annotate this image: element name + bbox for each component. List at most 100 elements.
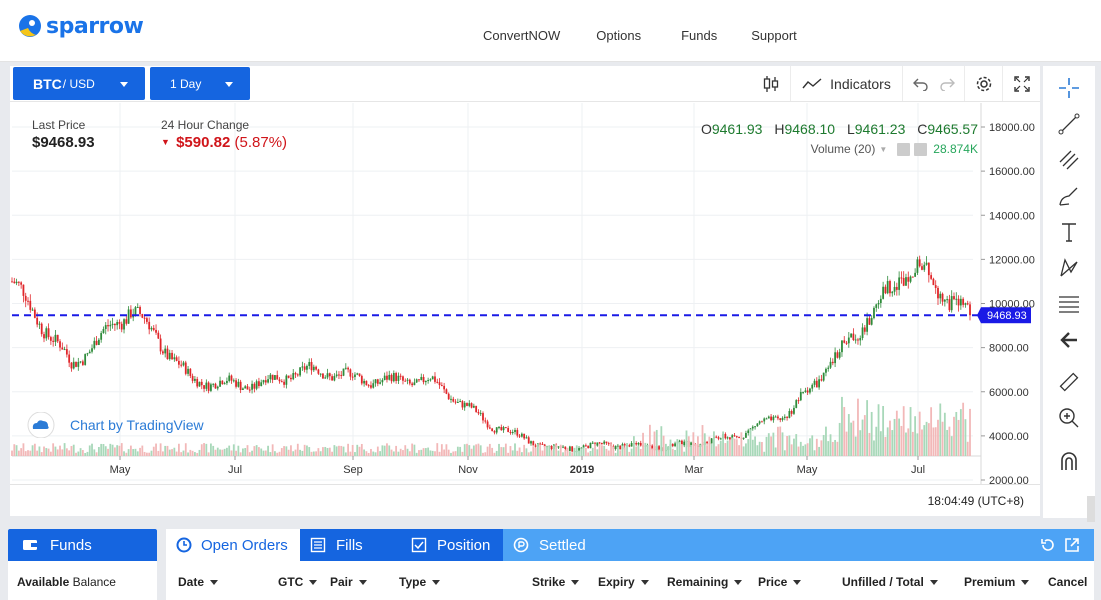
volume-bar <box>210 443 212 456</box>
popout-icon[interactable] <box>1064 537 1080 553</box>
volume-bar <box>843 407 846 456</box>
candle-body <box>374 379 377 384</box>
candle-body <box>354 374 356 378</box>
brand-logo[interactable]: sparrow <box>16 8 144 44</box>
candle-body <box>852 333 855 341</box>
nav-funds[interactable]: Funds <box>681 28 718 43</box>
indicators-button[interactable]: Indicators <box>790 66 902 101</box>
ruler-icon <box>1059 372 1079 392</box>
back-tool[interactable] <box>1043 322 1095 358</box>
fullscreen-button[interactable] <box>1002 66 1040 101</box>
candle-body <box>959 298 962 306</box>
toolbar-collapse-tab[interactable] <box>1087 496 1095 522</box>
volume-bar <box>777 426 779 456</box>
crosshair-tool[interactable] <box>1043 70 1095 106</box>
interval-selector[interactable]: 1 Day <box>150 67 250 100</box>
volume-bar <box>141 445 144 456</box>
candle-body <box>52 340 55 342</box>
col-gtc[interactable]: GTC <box>278 575 318 589</box>
candle-body <box>479 413 482 415</box>
tab-open-orders[interactable]: Open Orders <box>166 529 300 561</box>
settings-button[interactable] <box>964 66 1002 101</box>
pitchfork-tool[interactable] <box>1043 142 1095 178</box>
volume-bar <box>347 443 350 456</box>
candle-body <box>754 426 756 428</box>
sort-icon <box>571 579 580 585</box>
volume-bar <box>953 416 955 456</box>
close-icon[interactable] <box>914 142 928 156</box>
volume-bar <box>429 450 432 456</box>
volume-bar <box>436 443 439 456</box>
col-price[interactable]: Price <box>758 575 802 589</box>
nav-options[interactable]: Options <box>596 28 642 43</box>
volume-bar <box>219 449 221 456</box>
price-chart[interactable]: 9468.93 18000.00 16000.00 14000.00 12000.00 1… <box>10 103 1040 484</box>
col-pair[interactable]: Pair <box>330 575 367 589</box>
toolbar-right: Indicators <box>752 66 1040 101</box>
volume-bar <box>47 448 50 456</box>
candle-body <box>344 367 347 369</box>
col-expiry[interactable]: Expiry <box>598 575 649 589</box>
candle-body <box>166 348 169 360</box>
col-date[interactable]: Date <box>178 575 219 589</box>
nav-convertnow[interactable]: ConvertNOW <box>483 28 561 43</box>
zoom-tool[interactable] <box>1043 400 1095 436</box>
y-tick-label: 12000.00 <box>989 254 1035 266</box>
eye-icon[interactable] <box>897 142 911 156</box>
candle-body <box>36 317 39 325</box>
undo-icon[interactable] <box>911 77 929 91</box>
volume-bar <box>870 411 873 456</box>
volume-bar <box>374 452 377 456</box>
volume-bar <box>482 452 484 456</box>
fib-tool[interactable] <box>1043 286 1095 322</box>
volume-bar <box>632 436 635 456</box>
col-cancel[interactable]: Cancel <box>1048 575 1087 589</box>
volume-bar <box>660 426 663 456</box>
candle-body <box>159 338 162 352</box>
trendline-tool[interactable] <box>1043 106 1095 142</box>
volume-bar <box>235 450 237 456</box>
candle-body <box>91 348 93 352</box>
col-premium[interactable]: Premium <box>964 575 1030 589</box>
volume-bar <box>443 449 446 456</box>
redo-icon[interactable] <box>939 77 957 91</box>
volume-bar <box>863 415 866 456</box>
volume-bar <box>461 451 464 456</box>
volume-bar <box>145 452 148 456</box>
symbol-selector[interactable]: BTC / USD <box>13 67 145 100</box>
nav-support[interactable]: Support <box>751 28 797 43</box>
tab-settled[interactable]: Settled <box>503 529 603 561</box>
tab-position[interactable]: Position <box>401 529 503 561</box>
candle-body <box>484 420 487 422</box>
pattern-icon <box>1060 258 1078 277</box>
volume-bar <box>756 445 759 456</box>
col-unfilled-total[interactable]: Unfilled / Total <box>842 575 938 589</box>
volume-bar <box>914 416 917 456</box>
volume-bar <box>372 451 375 456</box>
candle-type-button[interactable] <box>752 66 790 101</box>
magnet-tool[interactable] <box>1043 444 1095 480</box>
candle-body <box>322 373 324 379</box>
volume-bar <box>468 445 471 456</box>
candle-body <box>258 381 260 387</box>
text-tool[interactable] <box>1043 214 1095 250</box>
chevron-down-icon[interactable]: ▼ <box>879 144 888 154</box>
brush-tool[interactable] <box>1043 178 1095 214</box>
volume-bar <box>681 444 683 456</box>
tab-fills[interactable]: Fills <box>300 529 401 561</box>
tradingview-badge[interactable]: Chart by TradingView <box>26 412 204 438</box>
pattern-tool[interactable] <box>1043 250 1095 286</box>
volume-bar <box>463 444 466 456</box>
candle-body <box>65 349 68 355</box>
volume-bar <box>27 450 29 456</box>
col-strike[interactable]: Strike <box>532 575 580 589</box>
col-remaining[interactable]: Remaining <box>667 575 743 589</box>
volume-bar <box>811 435 814 456</box>
volume-bar <box>786 436 788 456</box>
refresh-icon[interactable] <box>1040 537 1056 553</box>
volume-bar <box>54 446 57 456</box>
candle-body <box>774 416 777 418</box>
volume-bar <box>420 449 423 456</box>
col-type[interactable]: Type <box>399 575 441 589</box>
measure-tool[interactable] <box>1043 364 1095 400</box>
